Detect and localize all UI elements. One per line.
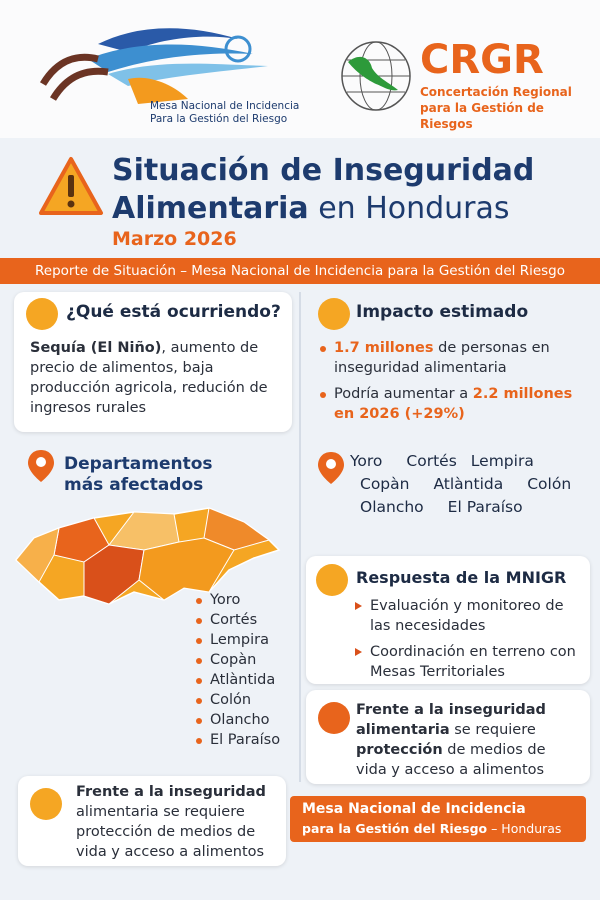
department: Lempira [194, 630, 280, 650]
what-card: ¿Qué está ocurriendo? Sequía (El Niño), … [14, 292, 292, 432]
text-segment: Podría aumentar a [334, 386, 473, 402]
footer-line: Mesa Nacional de Incidencia [302, 801, 526, 817]
text-segment: 2.2 millones en 2026 [334, 386, 573, 422]
departments-list: Yoro Cortés Lempira Copàn Atlàntida Colón Olan… [194, 590, 280, 750]
department: Cortés [194, 610, 280, 630]
header: Mesa Nacional de Incidencia Para la Gest… [0, 0, 600, 138]
text-segment: Frente a la inseguridad alimentaria [356, 702, 546, 738]
impact-section: Impacto estimado 1.7 millones de persona… [308, 292, 590, 432]
impact-list: 1.7 millones de personas en inseguridad … [318, 338, 588, 430]
wheat-icon [26, 298, 58, 330]
response-item: Coordinación en terreno con Mesas Territ… [352, 642, 582, 682]
text-segment: alimentaria se requiere protección de me… [76, 804, 265, 860]
department: El Paraíso [447, 498, 523, 516]
text-segment: protección [356, 742, 443, 758]
department: Lempira [470, 452, 534, 470]
handshake-icon [316, 564, 348, 596]
department: Olancho [194, 710, 280, 730]
department: Atlàntida [194, 670, 280, 690]
response-list: Evaluación y monitoreo de las necesidade… [352, 596, 582, 688]
text-segment: se requiere [449, 722, 536, 738]
right-logo-line: para la Gestión de Riesgos [420, 101, 544, 131]
departments-grid: Yoro Cortés Lempira Copàn Atlàntida Colón Olan… [350, 450, 590, 519]
text-segment: Frente a la inseguridad [76, 784, 266, 800]
left-logo-line: Para la Gestión del Riesgo [150, 113, 288, 125]
department: El Paraíso [194, 730, 280, 750]
response-heading: Respuesta de la MNIGR [356, 568, 567, 587]
title-line: Alimentaria en Honduras [112, 190, 510, 228]
warning-icon [39, 157, 103, 215]
department: Copàn [194, 650, 280, 670]
text-segment: (+29%) [399, 406, 465, 422]
impact-item: 1.7 millones de personas en inseguridad … [318, 338, 588, 378]
left-logo-line: Mesa Nacional de Incidencia [150, 100, 300, 112]
footer-line-2: para la Gestión del Riesgo – Honduras [302, 819, 574, 838]
text-segment: de medios de vida y acceso a alimentos [356, 742, 546, 778]
footer-text: para la Gestión del Riesgo [302, 821, 488, 836]
department: Cortés [406, 452, 457, 470]
department: Yoro [194, 590, 280, 610]
department: Atlàntida [433, 475, 504, 493]
text-segment: 1.7 millones [334, 340, 434, 356]
left-logo-text: Mesa Nacional de Incidencia Para la Gest… [150, 100, 299, 126]
title-date: Marzo 2026 [112, 228, 237, 250]
pin-icon [318, 452, 344, 484]
footer-text: – Honduras [487, 821, 562, 836]
chat-icon [30, 788, 62, 820]
impact-heading: Impacto estimado [356, 302, 529, 322]
callout-left-text: Frente a la inseguridad alimentaria se r… [76, 782, 276, 862]
department: Colón [527, 475, 572, 493]
left-logo-art [39, 28, 268, 104]
chat-icon [318, 702, 350, 734]
impact-item: Podría aumentar a 2.2 millones en 2026 (… [318, 384, 588, 424]
response-card: Respuesta de la MNIGR Evaluación y monit… [306, 556, 590, 684]
text-segment: , aumento de precio de alimentos, baja p… [30, 340, 268, 416]
honduras-map [14, 507, 281, 605]
right-logo-line: Concertación Regional [420, 85, 572, 99]
text-segment: Sequía (El Niño) [30, 340, 162, 356]
divider [299, 292, 301, 782]
departments-grid-section: Yoro Cortés Lempira Copàn Atlàntida Colón Olan… [308, 448, 590, 548]
footer: Mesa Nacional de Incidencia para la Gest… [290, 796, 586, 842]
what-body: Sequía (El Niño), aumento de precio de a… [30, 338, 285, 418]
department: Colón [194, 690, 280, 710]
pin-icon [28, 450, 54, 482]
callout-right-text: Frente a la inseguridad alimentaria se r… [356, 700, 576, 780]
right-logo-title: CRGR [420, 37, 544, 83]
globe-logo [341, 41, 411, 111]
title-line: Situación de Inseguridad [112, 153, 535, 188]
department: Olancho [360, 498, 424, 516]
banner: Reporte de Situación – Mesa Nacional de … [0, 258, 600, 284]
right-logo-text: Concertación Regional para la Gestión de… [420, 84, 600, 132]
department: Yoro [350, 452, 383, 470]
callout-left: Frente a la inseguridad alimentaria se r… [18, 776, 286, 866]
text-segment: de personas en inseguridad alimentaria [334, 340, 550, 376]
text-segment: Alimentaria [112, 191, 309, 226]
hands-icon [318, 298, 350, 330]
response-item: Evaluación y monitoreo de las necesidade… [352, 596, 582, 636]
departments-heading: Departamentos más afectados [64, 454, 213, 495]
department: Copàn [360, 475, 410, 493]
departments-section: Departamentos más afectados Yoro Cortés Le… [14, 440, 292, 770]
callout-right: Frente a la inseguridad alimentaria se r… [306, 690, 590, 784]
text-segment: en Honduras [308, 191, 510, 226]
what-heading: ¿Qué está ocurriendo? [66, 302, 281, 322]
